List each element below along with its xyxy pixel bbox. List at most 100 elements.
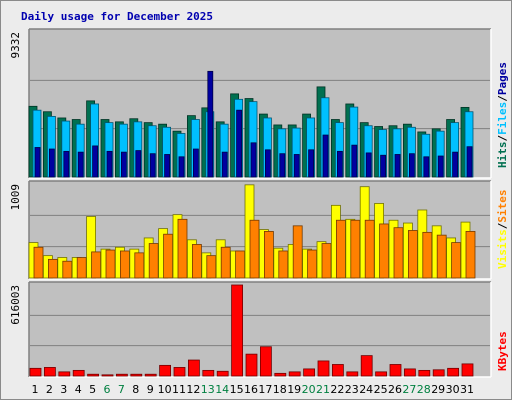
bar-kbytes-day-5 <box>87 373 99 377</box>
bar-sites-day-5 <box>91 251 101 279</box>
bar-kbytes-day-17 <box>259 346 272 377</box>
bar-kbytes-day-14 <box>216 370 229 377</box>
bar-pages-day-1 <box>34 147 41 178</box>
legend-separator: / <box>496 222 509 229</box>
bar-kbytes-day-3 <box>58 371 71 377</box>
bar-kbytes-day-15 <box>231 284 244 377</box>
bar-pages-day-6 <box>106 150 113 178</box>
legend-hits-files-pages: Hits/Files/Pages <box>496 62 509 168</box>
x-tick-label: 17 <box>258 383 272 396</box>
bar-sites-day-3 <box>62 260 73 279</box>
x-axis-labels: 1 2 3 4 5 6 7 8 9 10 11 12 13 14 15 16 17 18 19 20 21 22 23 24 2… <box>32 383 475 396</box>
bar-pages-day-2 <box>49 148 55 178</box>
x-tick-label: 13 <box>201 383 215 396</box>
legend-entry-visits: Visits <box>496 229 509 269</box>
bar-kbytes-day-13 <box>202 369 215 377</box>
bar-sites-day-6 <box>105 249 116 279</box>
bar-sites-day-28 <box>422 231 433 279</box>
bar-pages-day-27 <box>408 153 415 178</box>
chart-title: Daily usage for December 2025 <box>21 10 213 23</box>
x-tick-label: 22 <box>330 383 344 396</box>
x-tick-label: 16 <box>244 383 258 396</box>
bar-pages-day-26 <box>394 154 401 178</box>
bar-sites-day-8 <box>134 252 145 279</box>
bar-pages-day-10 <box>164 154 171 178</box>
bar-sites-day-23 <box>350 219 361 279</box>
bar-sites-day-9 <box>148 243 159 279</box>
x-tick-label: 9 <box>147 383 154 396</box>
legend-separator: / <box>496 95 509 102</box>
x-tick-label: 31 <box>460 383 474 396</box>
legend-kbytes: KBytes <box>496 331 509 371</box>
bar-sites-day-10 <box>163 233 174 279</box>
bar-pages-day-12 <box>192 148 199 178</box>
bar-kbytes-day-9 <box>144 373 157 377</box>
bar-pages-day-3 <box>63 150 70 178</box>
bar-kbytes-day-4 <box>72 369 85 377</box>
legend-visits-sites: Visits/Sites <box>496 190 509 270</box>
bar-sites-day-19 <box>292 225 303 279</box>
bar-sites-day-11 <box>177 218 188 279</box>
bar-sites-day-21 <box>321 243 332 279</box>
bar-kbytes-day-11 <box>173 367 186 377</box>
x-tick-label: 28 <box>417 383 431 396</box>
bar-kbytes-day-6 <box>101 374 114 377</box>
bar-sites-day-25 <box>379 223 390 279</box>
bar-kbytes-day-23 <box>346 371 359 377</box>
x-tick-label: 21 <box>316 383 330 396</box>
bar-kbytes-day-19 <box>288 371 301 377</box>
bar-kbytes-day-12 <box>187 359 200 377</box>
bar-pages-day-30 <box>452 151 459 178</box>
legend-entry-pages: Pages <box>496 62 509 95</box>
panel-kbytes: 616003 KBytes <box>9 281 509 378</box>
bar-kbytes-day-18 <box>274 372 287 377</box>
bar-kbytes-day-1 <box>29 367 42 377</box>
bar-kbytes-day-24 <box>360 355 373 377</box>
bar-pages-day-31 <box>466 146 473 178</box>
bar-visits-day-5 <box>86 216 96 279</box>
bar-pages-day-13 <box>207 70 214 178</box>
bar-sites-day-20 <box>307 249 318 279</box>
bar-kbytes-day-26 <box>389 364 402 377</box>
bar-sites-day-7 <box>120 250 130 279</box>
legend-entry-files: Files <box>496 102 509 135</box>
x-tick-label: 14 <box>215 383 229 396</box>
bar-kbytes-day-2 <box>44 367 56 377</box>
bar-sites-day-16 <box>249 219 260 279</box>
x-tick-label: 2 <box>46 383 53 396</box>
bar-kbytes-day-10 <box>159 364 172 377</box>
bar-pages-day-29 <box>437 155 444 178</box>
bar-sites-day-18 <box>278 250 289 279</box>
bar-sites-day-12 <box>191 244 202 279</box>
bar-pages-day-18 <box>279 153 286 178</box>
y-max-label: 616003 <box>9 285 22 325</box>
bar-kbytes-day-16 <box>245 353 258 377</box>
bar-pages-day-9 <box>149 153 156 178</box>
x-tick-label: 4 <box>75 383 82 396</box>
x-tick-label: 1 <box>32 383 39 396</box>
bar-sites-day-22 <box>335 219 346 279</box>
bar-pages-day-19 <box>293 154 300 178</box>
x-tick-label: 30 <box>446 383 460 396</box>
bar-pages-day-8 <box>135 150 142 178</box>
x-tick-label: 3 <box>60 383 67 396</box>
x-tick-label: 5 <box>89 383 96 396</box>
x-tick-label: 25 <box>374 383 388 396</box>
x-tick-label: 24 <box>359 383 373 396</box>
bar-pages-day-11 <box>178 156 185 178</box>
x-tick-label: 6 <box>104 383 111 396</box>
legend-entry-kbytes: KBytes <box>496 331 509 371</box>
bar-sites-day-2 <box>48 258 58 279</box>
bar-sites-day-13 <box>206 255 217 279</box>
x-tick-label: 12 <box>186 383 200 396</box>
x-tick-label: 11 <box>172 383 186 396</box>
bar-pages-day-4 <box>77 151 84 178</box>
bar-kbytes-day-20 <box>303 368 316 377</box>
bar-sites-day-1 <box>33 246 44 279</box>
bar-pages-day-7 <box>121 151 127 178</box>
x-tick-label: 7 <box>118 383 125 396</box>
bar-sites-day-26 <box>393 227 404 279</box>
bar-kbytes-day-28 <box>418 369 431 377</box>
